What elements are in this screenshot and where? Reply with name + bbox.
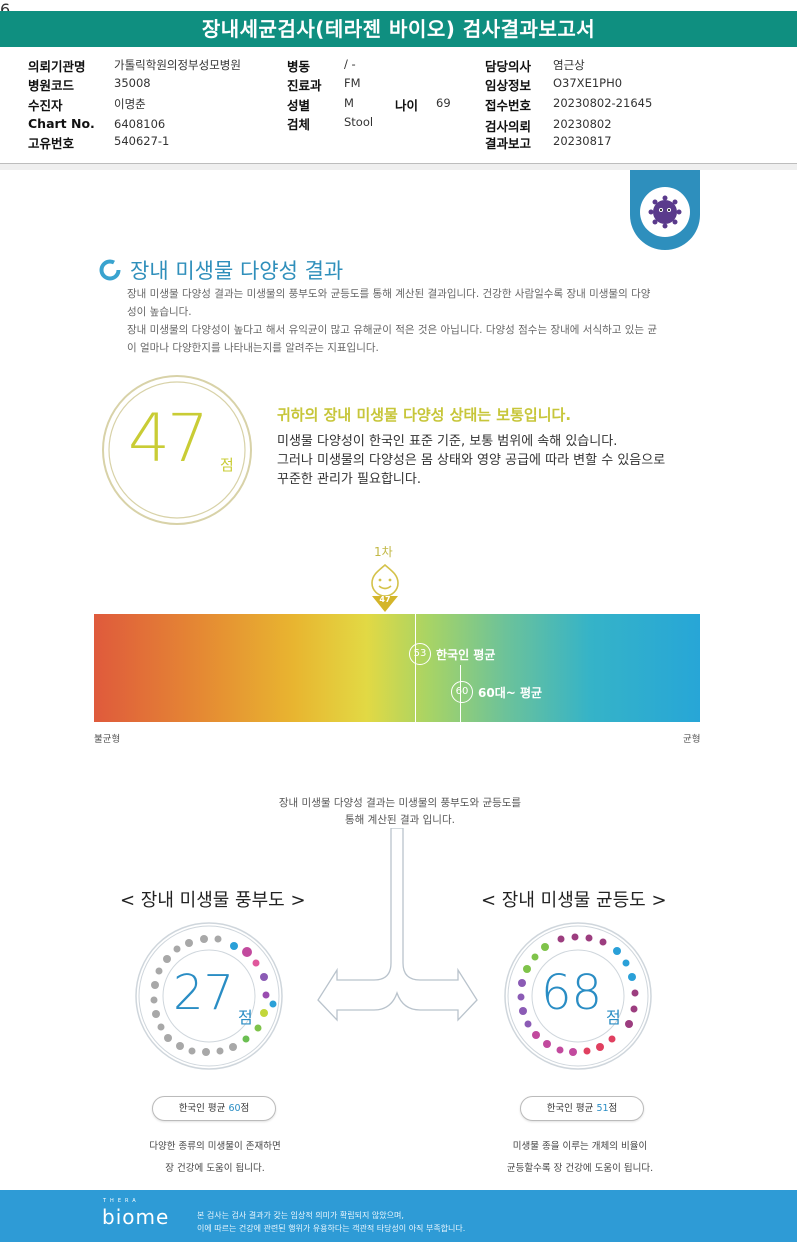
chart-value: 6408106: [114, 117, 166, 131]
richness-score: 27: [173, 965, 235, 1021]
patient-value: 이명춘: [114, 97, 146, 111]
age-value: 69: [436, 96, 451, 110]
patient-label: 수진자: [28, 98, 63, 113]
richness-avg-pill: 한국인 평균 60점: [152, 1096, 276, 1121]
specimen-value: Stool: [344, 115, 374, 129]
divider: [0, 164, 797, 170]
korean-avg-line: [415, 614, 416, 722]
korean-avg-marker: 53 한국인 평균: [409, 643, 495, 665]
desc-line: 장내 미생물 다양성 결과는 미생물의 풍부도와 균등도를 통해 계산된 결과입…: [127, 288, 651, 300]
ring-icon: [99, 259, 121, 281]
doctor-label: 담당의사: [485, 59, 532, 74]
pill-value: 60: [228, 1103, 241, 1114]
status-headline: 귀하의 장내 미생물 다양성 상태는 보통입니다.: [277, 406, 572, 424]
pill-prefix: 한국인 평균: [546, 1103, 594, 1114]
hospital-value: 가톨릭학원의정부성모병원: [114, 58, 241, 72]
richness-unit: 점: [238, 1008, 253, 1027]
ward-value: / -: [344, 57, 356, 71]
split-arrow-icon: [317, 828, 478, 1022]
clinical-label: 임상정보: [485, 78, 532, 93]
richness-note-line: 다양한 종류의 미생물이 존재하면: [149, 1141, 281, 1152]
unique-label: 고유번호: [28, 136, 75, 151]
richness-title: < 장내 미생물 풍부도 >: [120, 890, 306, 911]
evenness-note: 미생물 종을 이루는 개체의 비율이 균등할수록 장 건강에 도움이 됩니다.: [480, 1136, 680, 1180]
diversity-scale-bar: [94, 614, 700, 722]
chart-label: Chart No.: [28, 116, 95, 131]
patient-info: 의뢰기관명 가톨릭학원의정부성모병원 병원코드 35008 수진자 이명춘 Ch…: [0, 56, 797, 164]
receipt-label: 접수번호: [485, 98, 532, 113]
korean-avg-value: 53: [409, 643, 431, 665]
status-line: 미생물 다양성이 한국인 표준 기준, 보통 범위에 속해 있습니다.: [277, 434, 618, 449]
footer-logo: biome: [102, 1205, 170, 1229]
sixties-avg-marker: 60 60대~ 평균: [451, 681, 542, 703]
evenness-unit: 점: [606, 1008, 621, 1027]
evenness-score: 68: [541, 965, 603, 1021]
smile-marker-icon: [371, 563, 399, 612]
pill-prefix: 한국인 평균: [178, 1103, 226, 1114]
age-label: 나이: [395, 98, 419, 113]
hospital-label: 의뢰기관명: [28, 59, 86, 74]
score-ring: [102, 375, 252, 525]
footer-disclaimer: 본 검사는 검사 결과가 갖는 임상적 의미가 확립되지 않았으며,: [197, 1211, 404, 1220]
desc-line: 장내 미생물의 다양성이 높다고 해서 유익균이 많고 유해균이 적은 것은 아…: [127, 324, 658, 336]
diversity-score-unit: 점: [220, 456, 234, 474]
code-value: 35008: [114, 76, 151, 90]
korean-avg-label: 한국인 평균: [436, 647, 496, 662]
sixties-avg-label: 60대~ 평균: [478, 685, 543, 700]
report-value: 20230817: [553, 134, 612, 148]
sex-label: 성별: [287, 98, 311, 113]
sex-value: M: [344, 96, 354, 110]
microbe-badge-icon: [630, 170, 700, 250]
report-label: 결과보고: [485, 136, 532, 151]
pill-value: 51: [596, 1103, 609, 1114]
richness-note-line: 장 건강에 도움이 됩니다.: [165, 1163, 265, 1174]
report-title: 장내세균검사(테라젠 바이오) 검사결과보고서: [0, 11, 797, 47]
ward-label: 병동: [287, 59, 311, 74]
center-note-line: 통해 계산된 결과 입니다.: [345, 814, 455, 826]
marker-value: 47: [379, 595, 391, 604]
richness-ring: [135, 922, 283, 1070]
section-title: 장내 미생물 다양성 결과: [130, 259, 344, 283]
status-line: 꾸준한 관리가 필요합니다.: [277, 472, 421, 487]
evenness-note-line: 균등할수록 장 건강에 도움이 됩니다.: [506, 1163, 654, 1174]
specimen-label: 검체: [287, 117, 311, 132]
richness-note: 다양한 종류의 미생물이 존재하면 장 건강에 도움이 됩니다.: [115, 1136, 315, 1180]
pill-suffix: 점: [240, 1103, 250, 1114]
marker-label: 1차: [374, 545, 393, 559]
dept-label: 진료과: [287, 78, 322, 93]
footer-logo-small: THERA: [103, 1198, 140, 1204]
scale-left-label: 불균형: [94, 734, 121, 745]
request-value: 20230802: [553, 117, 612, 131]
dept-value: FM: [344, 76, 361, 90]
doctor-value: 염근상: [553, 58, 585, 72]
request-label: 검사의뢰: [485, 119, 532, 134]
status-line: 그러나 미생물의 다양성은 몸 상태와 영양 공급에 따라 변할 수 있음으로: [277, 453, 666, 468]
code-label: 병원코드: [28, 78, 75, 93]
desc-line: 이 얼마나 다양한지를 나타내는지를 알려주는 지표입니다.: [127, 342, 379, 354]
page-number: 6: [0, 0, 11, 19]
desc-line: 성이 높습니다.: [127, 306, 192, 318]
unique-value: 540627-1: [114, 134, 170, 148]
diversity-score: 47: [128, 400, 209, 477]
evenness-avg-pill: 한국인 평균 51점: [520, 1096, 644, 1121]
evenness-note-line: 미생물 종을 이루는 개체의 비율이: [512, 1141, 648, 1152]
footer-disclaimer: 이에 따르는 건강에 관련된 행위가 유용하다는 객관적 타당성이 아직 부족합…: [197, 1224, 466, 1233]
sixties-avg-value: 60: [451, 681, 473, 703]
evenness-ring: [504, 922, 652, 1070]
center-note: 장내 미생물 다양성 결과는 미생물의 풍부도와 균등도를 통해 계산된 결과 …: [250, 795, 550, 829]
pill-suffix: 점: [608, 1103, 618, 1114]
clinical-value: O37XE1PH0: [553, 76, 623, 90]
receipt-value: 20230802-21645: [553, 96, 653, 110]
center-note-line: 장내 미생물 다양성 결과는 미생물의 풍부도와 균등도를: [278, 797, 522, 809]
page-footer: THERA biome 본 검사는 검사 결과가 갖는 임상적 의미가 확립되지…: [0, 1190, 797, 1242]
evenness-title: < 장내 미생물 균등도 >: [481, 890, 667, 911]
scale-right-label: 균형: [683, 734, 701, 745]
